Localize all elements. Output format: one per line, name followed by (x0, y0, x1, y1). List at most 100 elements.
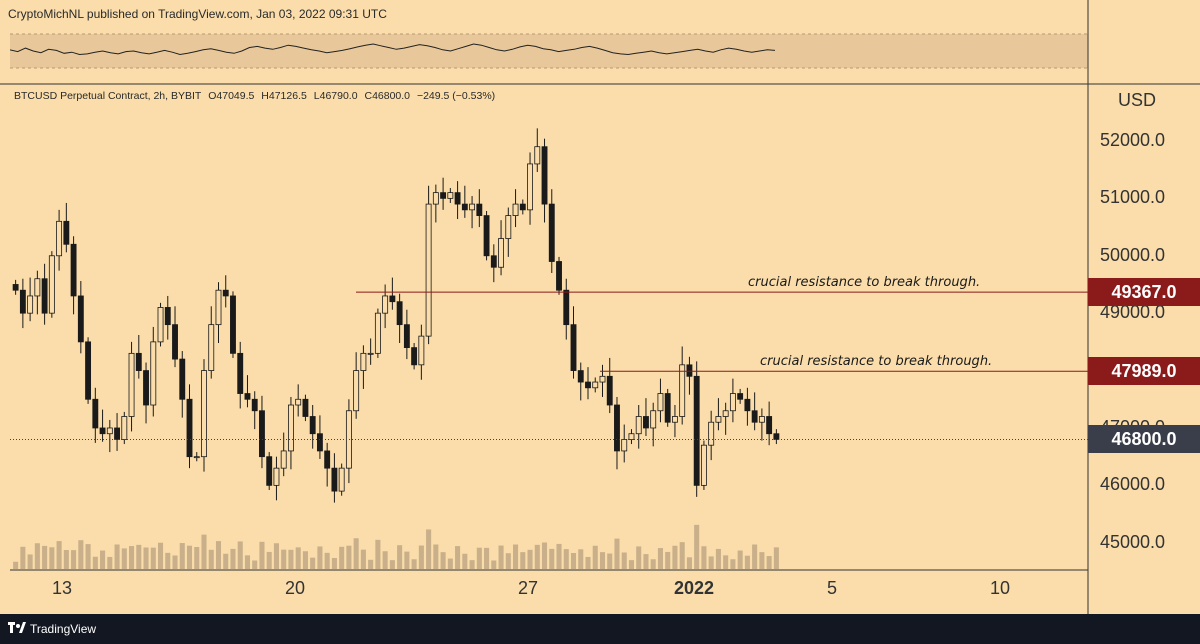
volume-bar (157, 542, 164, 569)
volume-bar (636, 546, 642, 569)
volume-bar (462, 553, 468, 569)
volume-bar (404, 551, 410, 569)
volume-bar (114, 544, 120, 569)
legend-symbol: BTCUSD Perpetual Contract, 2h, BYBIT (14, 90, 202, 102)
volume-bar (665, 551, 671, 569)
candle-body (273, 467, 280, 486)
volume-bar (570, 553, 577, 569)
candle-body (614, 404, 620, 452)
footer-brand: TradingView (30, 622, 97, 636)
volume-bar (628, 560, 635, 569)
candle-body (172, 324, 178, 360)
price-tag-resistance-high: 49367.0 (1088, 278, 1200, 307)
volume-bar (179, 543, 185, 569)
candle-body (628, 433, 635, 440)
candle-body (411, 347, 418, 366)
candle-body (266, 456, 273, 486)
candle-body (280, 450, 287, 469)
candle-body (244, 393, 251, 400)
volume-bar (599, 552, 606, 569)
volume-bar (643, 554, 649, 569)
candle-body (92, 398, 99, 429)
candle-body (563, 289, 570, 326)
volume-bar (498, 545, 504, 569)
volume-bar (49, 547, 55, 569)
candle-body (324, 450, 331, 469)
volume-bar (208, 549, 214, 569)
volume-bar (389, 560, 395, 569)
candle-body (722, 410, 729, 417)
candle-body (48, 255, 55, 314)
footer-bar[interactable]: TradingView (0, 614, 1200, 644)
volume-bar (541, 542, 548, 569)
volume-bar (752, 544, 758, 569)
candle-body (664, 393, 671, 423)
volume-bar (730, 559, 736, 569)
candle-body (259, 410, 265, 458)
candle-body (114, 427, 120, 440)
volume-bar (259, 541, 265, 569)
candle-body (316, 433, 323, 452)
candle-body (106, 427, 113, 435)
candle-body (577, 370, 584, 383)
legend-open: O47049.5 (208, 90, 255, 102)
volume-bar (186, 545, 193, 569)
candle-body (70, 243, 77, 297)
rsi-band (10, 34, 1088, 68)
tradingview-logo-icon (8, 622, 26, 633)
candle-body (164, 307, 171, 326)
volume-bar (766, 556, 772, 569)
candle-body (77, 295, 84, 343)
volume-bar (397, 545, 403, 569)
candle-body (635, 416, 642, 435)
volume-bar (563, 549, 569, 569)
candle-body (19, 289, 26, 314)
volume-bar (27, 554, 33, 569)
candle-body (592, 381, 599, 389)
legend-high: H47126.5 (261, 90, 307, 102)
volume-bar (266, 551, 272, 569)
volume-bar (513, 544, 519, 569)
price-tick-label: 45000.0 (1100, 531, 1166, 552)
candle-body (396, 301, 403, 326)
volume-bar (614, 538, 620, 569)
volume-bar (237, 541, 243, 569)
volume-bar (549, 548, 555, 569)
candle-body (737, 393, 744, 400)
candle-body (288, 404, 294, 452)
price-tick-label: 51000.0 (1100, 187, 1166, 208)
volume-bar (440, 552, 446, 569)
volume-bar (723, 555, 729, 569)
volume-bar (20, 546, 26, 569)
volume-bar (252, 560, 258, 569)
candle-body (99, 427, 106, 435)
candle-body (729, 393, 736, 412)
price-tick-label: 52000.0 (1100, 129, 1166, 150)
candle-body (382, 295, 389, 314)
time-tick-label: 5 (826, 578, 838, 598)
candle-body (302, 398, 309, 417)
candle-body (295, 398, 302, 406)
volume-bar (375, 539, 381, 569)
candle-body (454, 192, 461, 205)
volume-bar (592, 545, 598, 569)
time-tick-label: 20 (284, 578, 306, 598)
candle-body (251, 398, 258, 412)
volume-bar (621, 552, 627, 569)
volume-bar (165, 552, 171, 569)
candle-body (150, 341, 157, 406)
candle-body (41, 278, 48, 314)
volume-bar (556, 543, 562, 569)
time-tick-label: 2022 (673, 578, 715, 598)
volume-bar (150, 547, 156, 569)
volume-bar (447, 558, 453, 569)
volume-bar (71, 550, 77, 569)
volume-bar (273, 543, 279, 569)
candle-body (751, 410, 758, 423)
candle-body (85, 341, 92, 400)
volume-bar (310, 557, 316, 569)
rsi-panel (10, 33, 1088, 69)
candle-body (230, 295, 236, 354)
volume-bar (672, 545, 678, 569)
